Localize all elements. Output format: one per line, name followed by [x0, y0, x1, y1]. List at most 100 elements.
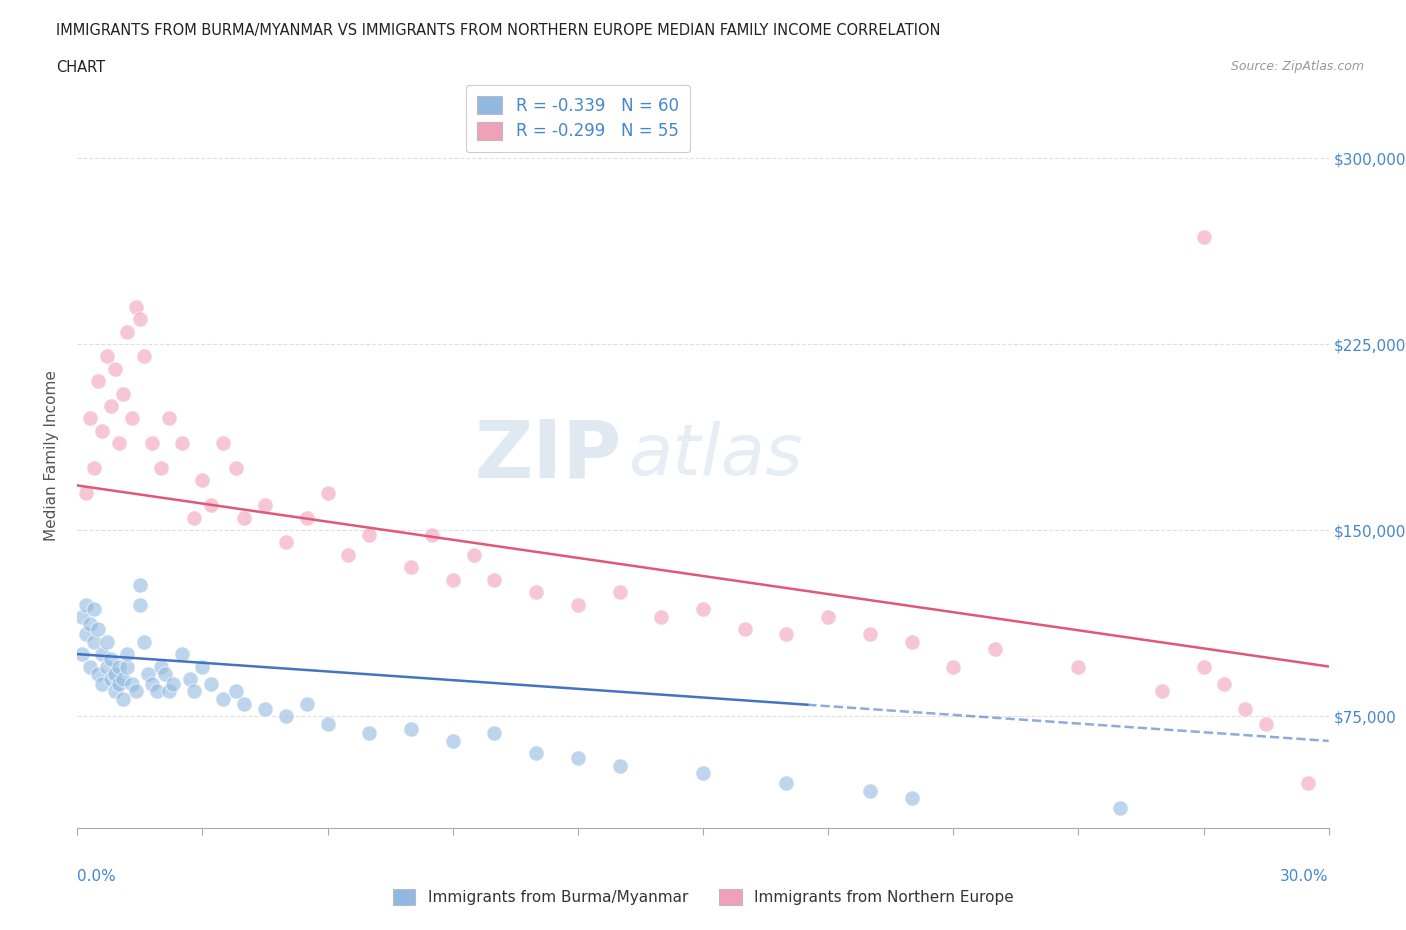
Point: [942, 659, 965, 674]
Point: [191, 473, 214, 488]
Point: [125, 684, 148, 698]
Point: [83, 602, 105, 617]
Point: [145, 684, 167, 698]
Point: [96, 349, 118, 364]
Point: [1256, 716, 1278, 731]
Point: [112, 671, 135, 686]
Point: [149, 659, 172, 674]
Point: [179, 671, 201, 686]
Point: [567, 597, 589, 612]
Point: [96, 659, 118, 674]
Point: [162, 676, 184, 691]
Point: [316, 485, 339, 500]
Point: [132, 349, 155, 364]
Point: [692, 765, 714, 780]
Point: [463, 548, 485, 563]
Point: [692, 602, 714, 617]
Point: [75, 627, 97, 642]
Point: [859, 783, 882, 798]
Point: [1150, 684, 1173, 698]
Point: [254, 498, 277, 512]
Text: 30.0%: 30.0%: [1281, 869, 1329, 883]
Point: [225, 684, 247, 698]
Point: [100, 652, 122, 667]
Point: [75, 485, 97, 500]
Point: [900, 790, 922, 805]
Point: [734, 622, 756, 637]
Point: [359, 527, 381, 542]
Point: [420, 527, 443, 542]
Point: [295, 511, 318, 525]
Point: [337, 548, 360, 563]
Point: [70, 646, 93, 661]
Point: [775, 776, 797, 790]
Point: [441, 572, 464, 587]
Point: [96, 634, 118, 649]
Text: CHART: CHART: [56, 60, 105, 75]
Point: [295, 697, 318, 711]
Text: IMMIGRANTS FROM BURMA/MYANMAR VS IMMIGRANTS FROM NORTHERN EUROPE MEDIAN FAMILY I: IMMIGRANTS FROM BURMA/MYANMAR VS IMMIGRA…: [56, 23, 941, 38]
Point: [87, 667, 110, 682]
Point: [859, 627, 882, 642]
Point: [157, 684, 180, 698]
Point: [170, 436, 193, 451]
Legend: R = -0.339   N = 60, R = -0.299   N = 55: R = -0.339 N = 60, R = -0.299 N = 55: [465, 85, 690, 152]
Point: [254, 701, 277, 716]
Point: [141, 436, 163, 451]
Text: atlas: atlas: [628, 421, 803, 490]
Point: [100, 671, 122, 686]
Point: [83, 634, 105, 649]
Point: [399, 560, 422, 575]
Point: [191, 659, 214, 674]
Point: [484, 572, 506, 587]
Point: [900, 634, 922, 649]
Point: [524, 585, 547, 600]
Point: [212, 691, 235, 706]
Point: [153, 667, 176, 682]
Point: [1213, 676, 1236, 691]
Point: [399, 721, 422, 736]
Point: [100, 399, 122, 414]
Point: [984, 642, 1007, 657]
Point: [200, 498, 222, 512]
Point: [149, 460, 172, 475]
Point: [157, 411, 180, 426]
Point: [183, 684, 205, 698]
Point: [83, 460, 105, 475]
Point: [104, 362, 127, 377]
Point: [104, 667, 127, 682]
Point: [316, 716, 339, 731]
Point: [125, 299, 148, 314]
Text: ZIP: ZIP: [474, 417, 621, 495]
Point: [112, 386, 135, 401]
Point: [91, 646, 114, 661]
Point: [75, 597, 97, 612]
Point: [136, 667, 159, 682]
Point: [484, 726, 506, 741]
Point: [108, 436, 131, 451]
Point: [1067, 659, 1090, 674]
Point: [117, 659, 139, 674]
Point: [121, 676, 143, 691]
Point: [108, 676, 131, 691]
Point: [87, 374, 110, 389]
Point: [567, 751, 589, 765]
Point: [129, 578, 152, 592]
Point: [609, 585, 631, 600]
Point: [91, 676, 114, 691]
Point: [1192, 659, 1215, 674]
Point: [79, 617, 101, 631]
Point: [129, 312, 152, 326]
Point: [1192, 230, 1215, 245]
Point: [79, 659, 101, 674]
Point: [112, 691, 135, 706]
Text: Source: ZipAtlas.com: Source: ZipAtlas.com: [1230, 60, 1364, 73]
Point: [1109, 801, 1132, 816]
Text: 0.0%: 0.0%: [77, 869, 117, 883]
Point: [87, 622, 110, 637]
Point: [524, 746, 547, 761]
Point: [91, 423, 114, 438]
Point: [183, 511, 205, 525]
Point: [70, 609, 93, 624]
Point: [225, 460, 247, 475]
